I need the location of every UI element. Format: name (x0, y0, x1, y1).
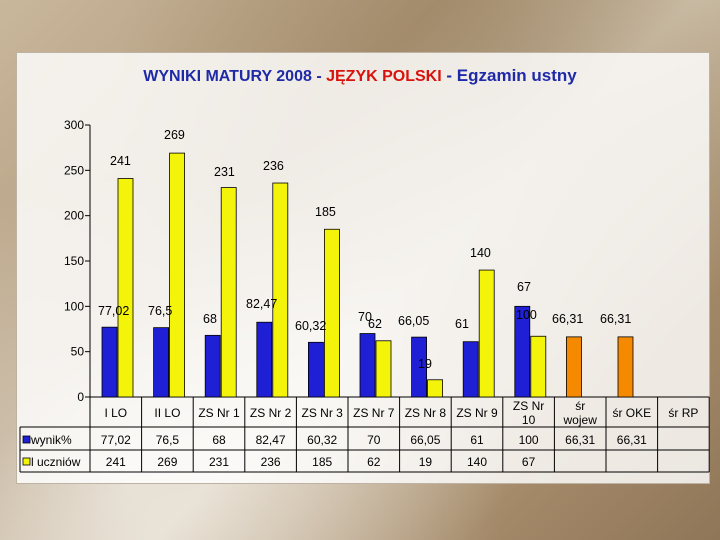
bar-wynik (101, 326, 118, 398)
data-label-wynik: 66,31 (552, 312, 583, 326)
bar-wynik (153, 327, 170, 398)
y-tick-label: 0 (77, 390, 84, 404)
table-cell-uczniow: 241 (106, 455, 126, 469)
x-tick-label: ZS Nr 8 (405, 406, 447, 420)
x-tick-label: I LO (104, 406, 127, 420)
bar-uczniow (323, 228, 340, 398)
x-tick-label: śr RP (668, 406, 698, 420)
data-label-uczniow: 185 (315, 205, 336, 219)
table-cell-wynik: 61 (470, 433, 484, 447)
x-tick-label: 10 (522, 413, 536, 427)
y-tick-label: 200 (64, 209, 84, 223)
bar-wynik (256, 321, 273, 398)
table-cell-wynik: 66,31 (617, 433, 647, 447)
bar-uczniow (427, 379, 444, 398)
x-tick-label: ZS Nr 3 (302, 406, 344, 420)
bar-uczniow (220, 187, 237, 398)
table-cell-wynik: 66,31 (565, 433, 595, 447)
x-tick-label: wojew (563, 413, 598, 427)
table-cell-uczniow: 140 (467, 455, 487, 469)
y-tick-label: 100 (64, 299, 84, 313)
x-tick-label: śr (575, 399, 585, 413)
table-cell-wynik: 77,02 (101, 433, 131, 447)
data-label-wynik: 66,05 (398, 314, 429, 328)
table-cell-uczniow: 269 (157, 455, 177, 469)
y-tick-label: 300 (64, 118, 84, 132)
bar-wynik (204, 334, 221, 398)
bar-wynik (307, 341, 324, 398)
x-tick-label: II LO (154, 406, 180, 420)
table-cell-wynik: 100 (519, 433, 539, 447)
data-label-uczniow: 19 (418, 357, 432, 371)
chart-title: WYNIKI MATURY 2008 - JĘZYK POLSKI - Egza… (0, 66, 720, 86)
bar-uczniow (530, 335, 547, 398)
x-tick-label: ZS Nr 1 (198, 406, 240, 420)
bar-wynik (566, 336, 582, 398)
table-cell-wynik: 70 (367, 433, 381, 447)
bar-wynik (462, 341, 479, 398)
table-cell-wynik: 68 (212, 433, 226, 447)
data-label-wynik: 66,31 (600, 312, 631, 326)
x-tick-label: ZS Nr 2 (250, 406, 292, 420)
title-part-2: JĘZYK POLSKI (326, 68, 442, 85)
title-part-1: WYNIKI MATURY 2008 - (143, 68, 327, 85)
table-cell-uczniow: 231 (209, 455, 229, 469)
data-label-wynik: 60,32 (295, 319, 326, 333)
table-cell-uczniow: 19 (419, 455, 433, 469)
table-cell-wynik: 82,47 (256, 433, 286, 447)
bar-uczniow (117, 178, 134, 398)
table-cell-wynik: 66,05 (410, 433, 440, 447)
y-tick-label: 150 (64, 254, 84, 268)
data-label-uczniow: 62 (368, 317, 382, 331)
bar-uczniow (478, 269, 495, 398)
y-tick-label: 50 (71, 345, 85, 359)
data-label-wynik: 61 (455, 317, 469, 331)
data-label-wynik: 70 (358, 310, 372, 324)
legend-label-uczniow: l uczniów (31, 455, 81, 469)
data-label-wynik: 77,02 (98, 304, 129, 318)
table-cell-wynik: 60,32 (307, 433, 337, 447)
legend-label-wynik: wynik% (30, 433, 72, 447)
data-label-uczniow: 67 (517, 280, 531, 294)
legend-key-uczniow (22, 457, 31, 466)
table-cell-uczniow: 67 (522, 455, 536, 469)
bar-wynik (617, 336, 634, 398)
bar-wynik (359, 333, 376, 398)
x-tick-label: śr OKE (612, 406, 651, 420)
table-cell-wynik: 76,5 (156, 433, 180, 447)
data-label-uczniow: 231 (214, 165, 235, 179)
data-label-uczniow: 236 (263, 159, 284, 173)
data-label-wynik: 100 (516, 308, 537, 322)
data-label-uczniow: 140 (470, 246, 491, 260)
bar-uczniow (375, 340, 392, 398)
table-cell-uczniow: 236 (261, 455, 281, 469)
data-label-wynik: 82,47 (246, 297, 277, 311)
y-tick-label: 250 (64, 163, 84, 177)
table-cell-uczniow: 62 (367, 455, 381, 469)
data-label-uczniow: 269 (164, 128, 185, 142)
x-tick-label: ZS Nr 9 (456, 406, 498, 420)
x-tick-label: ZS Nr (513, 399, 544, 413)
data-label-wynik: 68 (203, 312, 217, 326)
data-label-wynik: 76,5 (148, 304, 172, 318)
table-cell-uczniow: 185 (312, 455, 332, 469)
legend-key-wynik (22, 435, 31, 444)
bar-uczniow (272, 182, 289, 398)
bar-wynik (411, 336, 428, 398)
bar-wynik (514, 305, 531, 398)
x-tick-label: ZS Nr 7 (353, 406, 395, 420)
title-part-3: - Egzamin ustny (441, 66, 577, 85)
bar-uczniow (169, 152, 186, 398)
data-label-uczniow: 241 (110, 154, 131, 168)
